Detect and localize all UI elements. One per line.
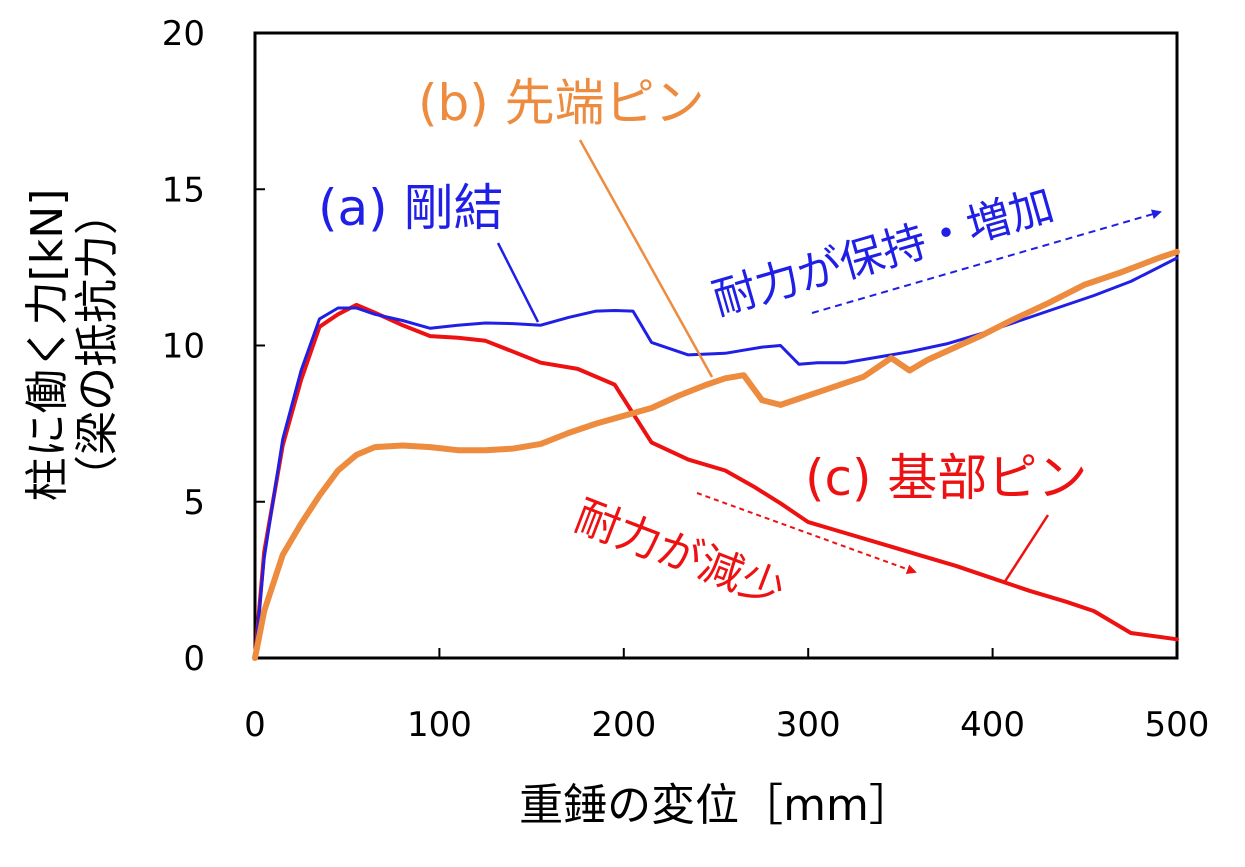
note-strength-increase: 耐力が保持・増加 bbox=[707, 180, 1059, 326]
x-tick-label: 400 bbox=[960, 705, 1025, 745]
increase-arrow bbox=[811, 209, 1162, 314]
series-line-b bbox=[252, 248, 1180, 661]
y-axis-ticks: 0 5 10 15 20 bbox=[162, 14, 265, 679]
x-tick-label: 200 bbox=[591, 705, 656, 745]
y-tick-label: 0 bbox=[183, 639, 205, 679]
y-tick-label: 5 bbox=[183, 483, 205, 523]
leader-line-c bbox=[1002, 514, 1050, 584]
x-tick-label: 500 bbox=[1145, 705, 1210, 745]
y-axis-title: 柱に働く力[kN] （梁の抵抗力） bbox=[22, 189, 123, 502]
y-tick-label: 10 bbox=[162, 327, 205, 367]
leader-line-a bbox=[496, 242, 540, 323]
label-b-tip-pin: (b) 先端ピン bbox=[418, 74, 705, 132]
x-tick-label: 0 bbox=[244, 705, 266, 745]
y-axis-title-line2: （梁の抵抗力） bbox=[72, 191, 123, 499]
y-tick-label: 15 bbox=[162, 170, 205, 210]
label-a-rigid: (a) 剛結 bbox=[318, 179, 504, 237]
label-c-base-pin: (c) 基部ピン bbox=[805, 449, 1087, 507]
series-layer bbox=[252, 248, 1180, 661]
x-tick-label: 300 bbox=[776, 705, 841, 745]
series-line-a bbox=[253, 256, 1179, 660]
x-axis-ticks: 0 100 200 300 400 500 bbox=[244, 648, 1209, 745]
y-axis-title-line1: 柱に働く力[kN] bbox=[22, 189, 73, 502]
y-tick-label: 20 bbox=[162, 14, 205, 54]
leader-line-b bbox=[578, 139, 714, 378]
decrease-arrow bbox=[696, 492, 917, 574]
x-tick-label: 100 bbox=[407, 705, 472, 745]
note-strength-decrease: 耐力が減少 bbox=[568, 491, 792, 617]
x-axis-title: 重錘の変位［mm］ bbox=[519, 780, 913, 831]
